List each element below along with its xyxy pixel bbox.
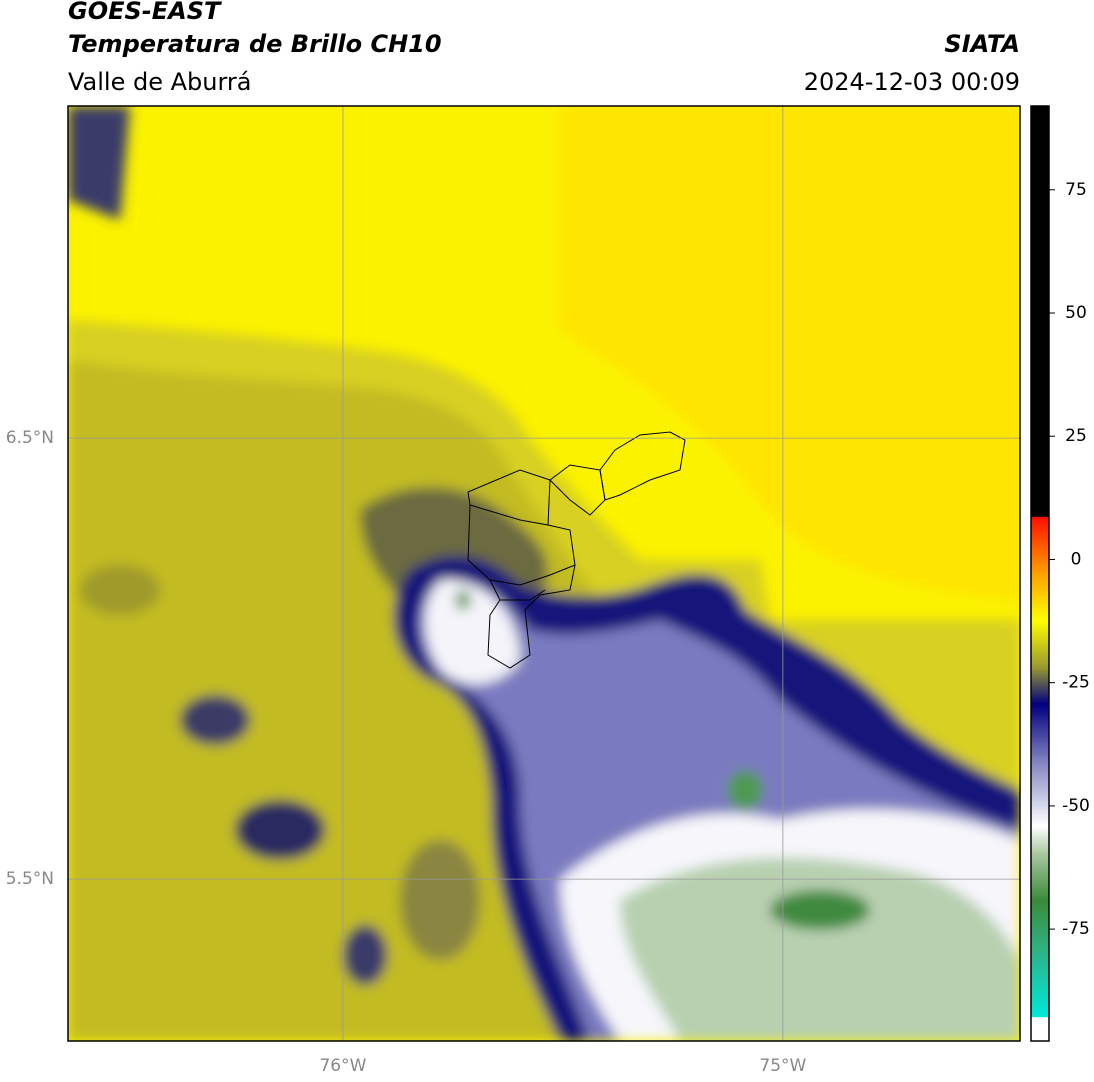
- satellite-image: [68, 106, 1020, 1041]
- colorbar-label: 50: [1065, 303, 1087, 323]
- colorbar-label: -75: [1062, 919, 1090, 939]
- colorbar-label: 75: [1065, 180, 1087, 200]
- colorbar-label: -25: [1062, 673, 1090, 693]
- lat-label: 5.5°N: [6, 869, 54, 889]
- colorbar: [1030, 105, 1050, 1042]
- source: SIATA: [944, 30, 1020, 58]
- colorbar-label: 25: [1065, 426, 1087, 446]
- lon-label: 76°W: [319, 1056, 366, 1076]
- subtitle: Temperatura de Brillo CH10: [68, 30, 442, 58]
- municipality-borders: [467, 431, 686, 669]
- title: GOES-EAST: [68, 0, 222, 25]
- region: Valle de Aburrá: [68, 68, 252, 96]
- lat-label: 6.5°N: [6, 428, 54, 448]
- colorbar-label: -50: [1062, 796, 1090, 816]
- datetime: 2024-12-03 00:09: [804, 68, 1020, 96]
- map-frame: [67, 105, 1021, 1042]
- colorbar-label: 0: [1071, 549, 1082, 569]
- graticule: [68, 106, 1020, 1041]
- lon-label: 75°W: [759, 1056, 806, 1076]
